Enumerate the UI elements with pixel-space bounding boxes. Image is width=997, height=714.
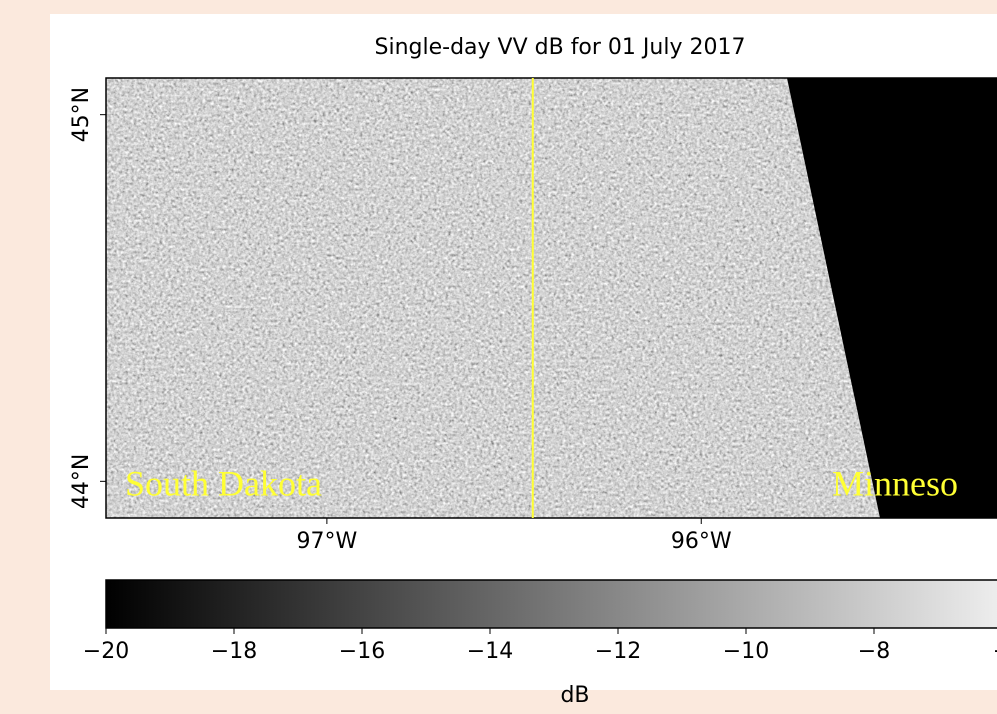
x-tick-label: 97°W bbox=[297, 529, 358, 554]
chart-title: Single-day VV dB for 01 July 2017 bbox=[375, 35, 746, 60]
state-label: South Dakota bbox=[125, 463, 322, 503]
colorbar-tick-label: − bbox=[993, 639, 997, 664]
colorbar-tick-label: −12 bbox=[595, 639, 641, 664]
colorbar-label: dB bbox=[560, 683, 589, 708]
colorbar bbox=[106, 580, 997, 628]
y-tick-label: 45°N bbox=[69, 87, 94, 142]
y-tick-label: 44°N bbox=[69, 454, 94, 509]
colorbar-tick-label: −10 bbox=[723, 639, 769, 664]
colorbar-tick-label: −20 bbox=[83, 639, 129, 664]
colorbar-tick-label: −14 bbox=[467, 639, 513, 664]
map-image bbox=[106, 78, 997, 518]
colorbar-tick-label: −18 bbox=[211, 639, 257, 664]
colorbar-tick-label: −8 bbox=[858, 639, 890, 664]
state-label: Minneso bbox=[832, 463, 958, 503]
figure: Single-day VV dB for 01 July 2017 South … bbox=[0, 0, 997, 714]
colorbar-tick-label: −16 bbox=[339, 639, 385, 664]
x-tick-label: 96°W bbox=[671, 529, 732, 554]
